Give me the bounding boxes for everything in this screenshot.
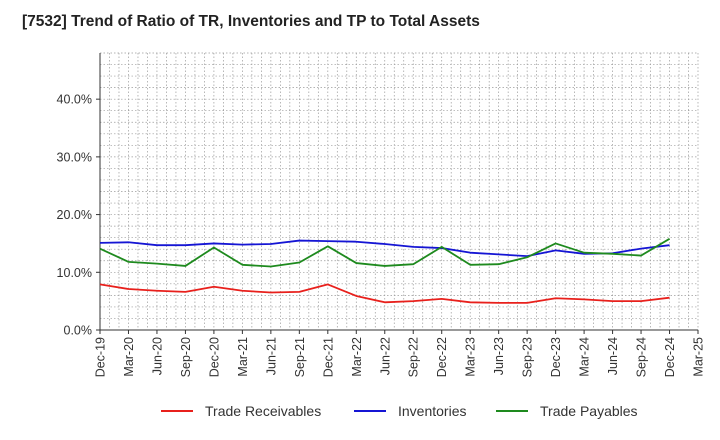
legend-swatch — [161, 410, 193, 412]
x-tick-label: Sep-20 — [179, 337, 193, 377]
legend-label: Trade Payables — [540, 403, 638, 419]
legend-item-trade-receivables: Trade Receivables — [161, 403, 321, 419]
legend-swatch — [354, 410, 386, 412]
series-layer — [99, 238, 670, 304]
x-tick-label: Jun-22 — [378, 337, 392, 375]
x-tick-label: Sep-21 — [293, 337, 307, 377]
x-tick-label: Dec-24 — [663, 337, 677, 377]
x-tick-label: Dec-20 — [207, 337, 221, 377]
chart-title: [7532] Trend of Ratio of TR, Inventories… — [22, 13, 480, 30]
x-tick-label: Jun-23 — [492, 337, 506, 375]
x-tick-label: Dec-19 — [94, 337, 108, 377]
x-tick-label: Dec-21 — [321, 337, 335, 377]
y-tick-label: 40.0% — [57, 93, 92, 107]
y-tick-label: 0.0% — [64, 324, 93, 338]
x-tick-label: Mar-20 — [122, 337, 136, 377]
trade-receivables-series-line — [99, 283, 670, 304]
grid-layer — [99, 52, 699, 331]
legend-item-trade-payables: Trade Payables — [496, 403, 638, 419]
x-tick-label: Mar-24 — [578, 337, 592, 377]
x-tick-label: Jun-20 — [150, 337, 164, 375]
legend-swatch — [496, 410, 528, 412]
x-tick-label: Mar-25 — [692, 337, 706, 377]
legend-label: Trade Receivables — [205, 403, 322, 419]
x-tick-label: Jun-24 — [606, 337, 620, 375]
y-tick-label: 30.0% — [57, 150, 92, 164]
x-tick-label: Jun-21 — [264, 337, 278, 375]
y-tick-label: 20.0% — [57, 208, 92, 222]
x-tick-label: Mar-23 — [464, 337, 478, 377]
legend: Trade Receivables Inventories Trade Payabl… — [0, 403, 720, 427]
x-tick-label: Dec-22 — [435, 337, 449, 377]
legend-item-inventories: Inventories — [354, 403, 466, 419]
x-tick-label: Sep-24 — [635, 337, 649, 377]
x-tick-label: Mar-22 — [350, 337, 364, 377]
y-tick-label: 10.0% — [57, 266, 92, 280]
trade-payables-series-line — [99, 238, 670, 268]
x-tick-label: Dec-23 — [549, 337, 563, 377]
legend-label: Inventories — [398, 403, 467, 419]
x-tick-label: Mar-21 — [236, 337, 250, 377]
inventories-series-line — [99, 239, 670, 258]
x-tick-label: Sep-22 — [407, 337, 421, 377]
tick-label-layer: 0.0% 10.0% 20.0% 30.0% 40.0% Dec-19 Mar-20 Jun-… — [57, 93, 706, 378]
x-tick-label: Sep-23 — [521, 337, 535, 377]
axis-layer — [96, 53, 699, 334]
